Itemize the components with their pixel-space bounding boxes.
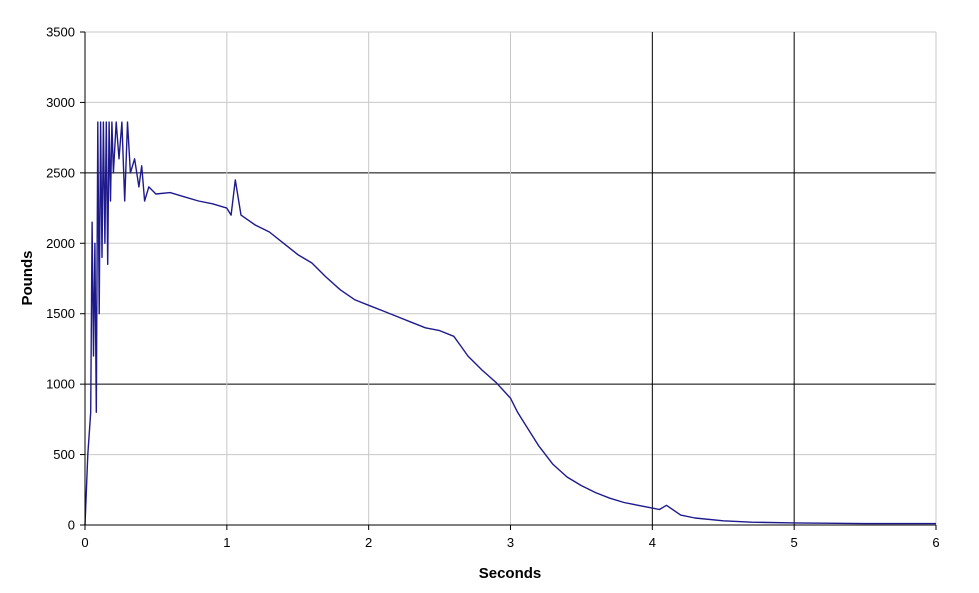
y-tick-label: 3500	[46, 25, 75, 40]
axes	[80, 31, 937, 530]
y-tick-label: 1500	[46, 306, 75, 321]
x-tick-label: 6	[932, 535, 939, 550]
x-axis-title: Seconds	[479, 565, 542, 582]
x-tick-label: 4	[649, 535, 656, 550]
x-tick-label: 5	[791, 535, 798, 550]
y-axis-title: Pounds	[19, 251, 36, 306]
series-layer	[84, 121, 936, 526]
x-tick-label: 3	[507, 535, 514, 550]
x-tick-label: 1	[223, 535, 230, 550]
y-tick-label: 0	[68, 518, 75, 533]
y-tick-label: 500	[53, 447, 75, 462]
y-tick-label: 3000	[46, 95, 75, 110]
tick-labels: 0 500 1000 1500 2000 2500 3000 3500 0 1 2 3 4 5 6	[46, 25, 940, 551]
grid	[85, 31, 937, 525]
y-tick-label: 1000	[46, 377, 75, 392]
y-tick-label: 2500	[46, 165, 75, 180]
y-tick-label: 2000	[46, 236, 75, 251]
series-line-0	[84, 121, 936, 526]
x-tick-label: 0	[81, 535, 88, 550]
x-tick-label: 2	[365, 535, 372, 550]
